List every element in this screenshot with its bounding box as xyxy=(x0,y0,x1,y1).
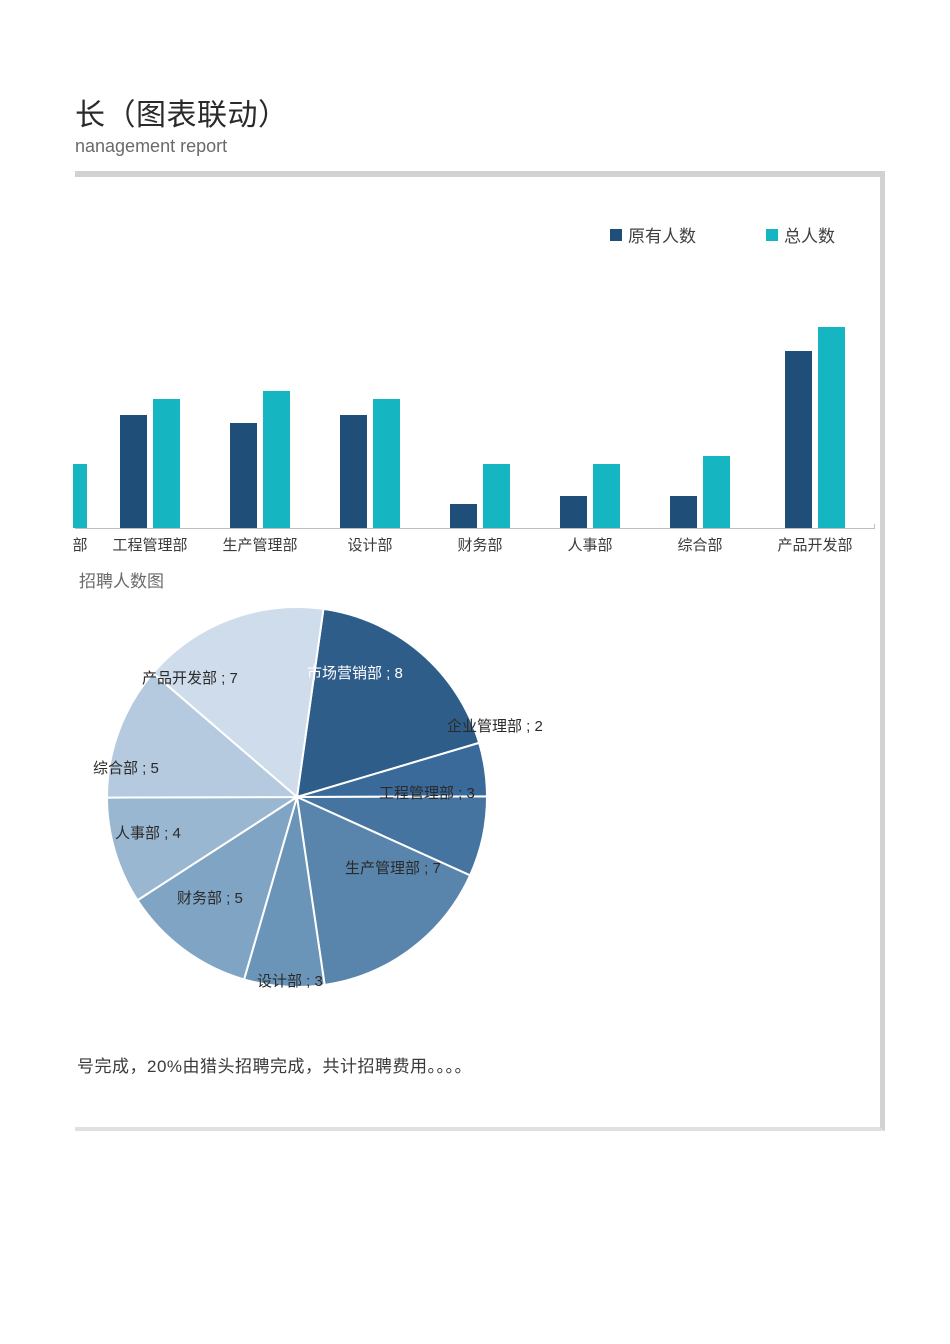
bar-total xyxy=(483,464,510,528)
bar-partial-total xyxy=(73,464,87,528)
x-label: 财务部 xyxy=(430,534,530,555)
x-label: 设计部 xyxy=(320,534,420,555)
bar-group xyxy=(435,464,525,528)
bar-group xyxy=(770,327,860,528)
x-label: 生产管理部 xyxy=(210,534,310,555)
bar-group xyxy=(655,456,745,529)
page-title-main: （图表联动） xyxy=(106,99,289,132)
chart-panel: 原有人数 总人数 部工程管理部生产管理部设计部财务部人事部综合部产品开发部 招聘… xyxy=(75,171,885,1131)
report-header: 长（图表联动） nanagement report xyxy=(75,90,890,157)
bar-original xyxy=(230,423,257,528)
bar-original xyxy=(560,496,587,528)
pie-wrap xyxy=(97,597,497,997)
pie-title: 招聘人数图 xyxy=(77,567,637,592)
x-label: 人事部 xyxy=(540,534,640,555)
bar-original xyxy=(120,415,147,528)
bar-group xyxy=(215,391,305,528)
bar-original xyxy=(450,504,477,528)
bar-plot-area xyxy=(75,239,875,529)
recruitment-pie-chart: 招聘人数图 市场营销部 ; 8企业管理部 ; 2工程管理部 ; 3生产管理部 ;… xyxy=(77,567,637,1037)
footer-body: 完成，20%由猎头招聘完成，共计招聘费用。。。。 xyxy=(95,1057,473,1076)
x-label: 工程管理部 xyxy=(100,534,200,555)
bar-group xyxy=(105,399,195,528)
bar-group xyxy=(325,399,415,528)
bar-original xyxy=(340,415,367,528)
bar-original xyxy=(670,496,697,528)
bar-total xyxy=(818,327,845,528)
bar-total xyxy=(703,456,730,529)
axis-right-tick xyxy=(874,524,875,529)
bar-group xyxy=(545,464,635,528)
headcount-bar-chart: 原有人数 总人数 部工程管理部生产管理部设计部财务部人事部综合部产品开发部 xyxy=(75,187,875,557)
page-title-prefix: 长 xyxy=(75,99,106,132)
pie-svg xyxy=(97,597,497,997)
bar-total xyxy=(153,399,180,528)
bar-x-labels: 部工程管理部生产管理部设计部财务部人事部综合部产品开发部 xyxy=(75,533,875,555)
bar-total xyxy=(373,399,400,528)
footer-text: 号完成，20%由猎头招聘完成，共计招聘费用。。。。 xyxy=(77,1052,472,1077)
footer-prefix: 号 xyxy=(77,1057,95,1076)
page-title: 长（图表联动） xyxy=(75,90,890,134)
bar-total xyxy=(593,464,620,528)
bar-total xyxy=(263,391,290,528)
bar-original xyxy=(785,351,812,528)
report-page: 长（图表联动） nanagement report 原有人数 总人数 部工程管理… xyxy=(0,0,950,1344)
page-subtitle: nanagement report xyxy=(75,136,890,157)
x-label: 综合部 xyxy=(650,534,750,555)
x-label: 产品开发部 xyxy=(765,534,865,555)
bar-group-partial xyxy=(70,464,90,528)
